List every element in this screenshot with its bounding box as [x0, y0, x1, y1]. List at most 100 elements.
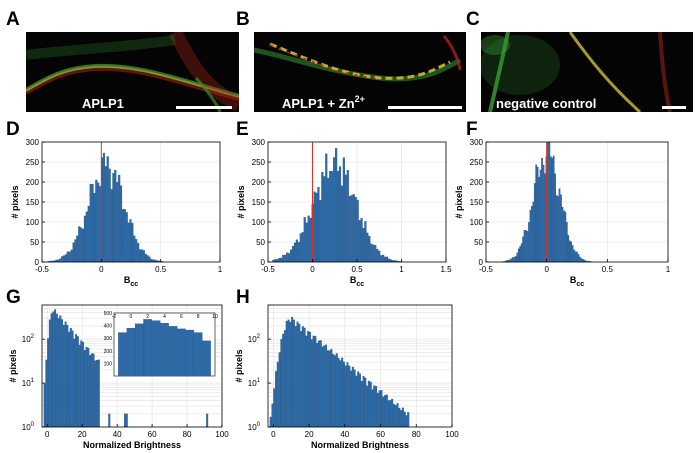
histogram-bar: [123, 209, 126, 263]
y-tick-label: 150: [26, 198, 40, 207]
y-tick-exponent: 1: [31, 378, 35, 384]
histogram-bar: [403, 411, 406, 428]
histogram-bar: [576, 251, 578, 263]
histogram-bar: [59, 315, 62, 428]
y-tick-label: 101: [248, 378, 261, 388]
histogram-bar: [581, 258, 584, 263]
histogram-bar: [326, 350, 329, 428]
histogram-g-inset: -2 0 2 4 6 8 10 100 200 300 400 500: [104, 311, 218, 377]
x-axis-label: Normalized Brightness: [83, 440, 181, 450]
histogram-bar: [269, 416, 272, 428]
histogram-bar: [93, 192, 96, 263]
histogram-bar: [350, 370, 353, 428]
histogram-bar: [396, 403, 399, 428]
inset-x-tick-label: 0: [129, 314, 132, 320]
histogram-bar: [341, 357, 344, 428]
histogram-bar: [364, 221, 367, 263]
histogram-bar: [61, 319, 64, 428]
histogram-bar: [565, 222, 568, 263]
histogram-bar: [360, 381, 363, 428]
histogram-bar: [313, 191, 316, 263]
y-tick-label: 200: [26, 178, 40, 187]
x-tick-label: 60: [148, 430, 157, 439]
x-axis-label: Bcc: [124, 275, 138, 288]
x-tick-label: 0.5: [602, 265, 614, 274]
histogram-bar: [296, 321, 299, 428]
y-tick-label: 150: [470, 198, 484, 207]
histogram-bar: [292, 319, 295, 428]
scale-bar: [176, 106, 232, 109]
histogram-bar: [299, 233, 302, 263]
axes-frame: [41, 304, 223, 428]
histogram-bar: [291, 317, 294, 428]
histogram-bar: [287, 319, 290, 428]
histogram-bar: [547, 141, 549, 263]
histogram-bar: [97, 359, 100, 428]
histogram-bar: [542, 164, 545, 263]
histogram-bar: [373, 385, 376, 428]
y-tick-exponent: 2: [31, 334, 35, 340]
histogram-bar: [310, 339, 313, 428]
histogram-bar: [275, 371, 278, 428]
histogram-bar: [383, 256, 387, 263]
histogram-bar: [330, 348, 333, 428]
inset-bar: [126, 328, 136, 377]
histogram-bar: [371, 389, 374, 428]
x-axis-label-subscript: cc: [576, 281, 584, 288]
histogram-bar: [317, 340, 320, 428]
histogram-bar: [358, 220, 361, 263]
inset-bar: [202, 340, 211, 377]
histogram-bar: [369, 381, 372, 428]
histogram-bar: [520, 243, 523, 263]
histogram-bar: [54, 309, 57, 428]
histogram-bar: [104, 166, 107, 263]
micrograph-c-caption: negative control: [496, 96, 596, 111]
histogram-bar: [336, 170, 340, 263]
histogram-bar: [294, 326, 297, 428]
histogram-bar: [96, 359, 99, 428]
histogram-bar: [282, 333, 285, 428]
x-tick-label: 1.5: [440, 265, 452, 274]
histogram-bar: [331, 171, 334, 263]
inset-bar: [134, 323, 144, 377]
histogram-bar: [284, 254, 287, 263]
inset-bar: [168, 326, 178, 377]
histogram-bar: [78, 344, 81, 428]
histogram-bar: [570, 241, 573, 263]
histogram-bar: [303, 217, 306, 263]
histogram-bar: [323, 176, 326, 263]
y-tick-label: 50: [474, 238, 483, 247]
histogram-bar: [523, 230, 526, 263]
x-tick-label: 20: [305, 430, 314, 439]
histogram-bar: [108, 413, 111, 428]
histogram-bar: [142, 250, 145, 263]
histogram-bar: [382, 396, 385, 428]
histogram-bar: [335, 353, 338, 428]
histogram-bar: [43, 383, 46, 428]
histogram-bar: [401, 407, 404, 428]
histogram-bar: [522, 236, 524, 263]
histogram-bar: [278, 352, 281, 428]
histogram-bar: [76, 336, 79, 428]
histogram-bar: [295, 239, 299, 263]
histogram-bar: [102, 152, 105, 263]
histogram-bar: [342, 157, 345, 263]
histogram-bar: [94, 360, 97, 428]
histogram-bar: [289, 249, 293, 263]
inset-bar: [118, 332, 127, 377]
histogram-bar: [533, 183, 536, 263]
histogram-bar: [364, 377, 367, 428]
micrograph-c: negative control: [481, 32, 693, 112]
panel-label-d: D: [6, 119, 20, 140]
histogram-bar: [333, 157, 336, 263]
histogram-bar: [280, 257, 283, 263]
inset-x-tick-label: -2: [112, 314, 117, 320]
y-tick-label: 300: [26, 138, 40, 147]
histogram-bar: [368, 236, 371, 263]
histogram-bar: [362, 228, 365, 263]
y-tick-label: 100: [252, 218, 266, 227]
histogram-bar: [374, 245, 377, 263]
